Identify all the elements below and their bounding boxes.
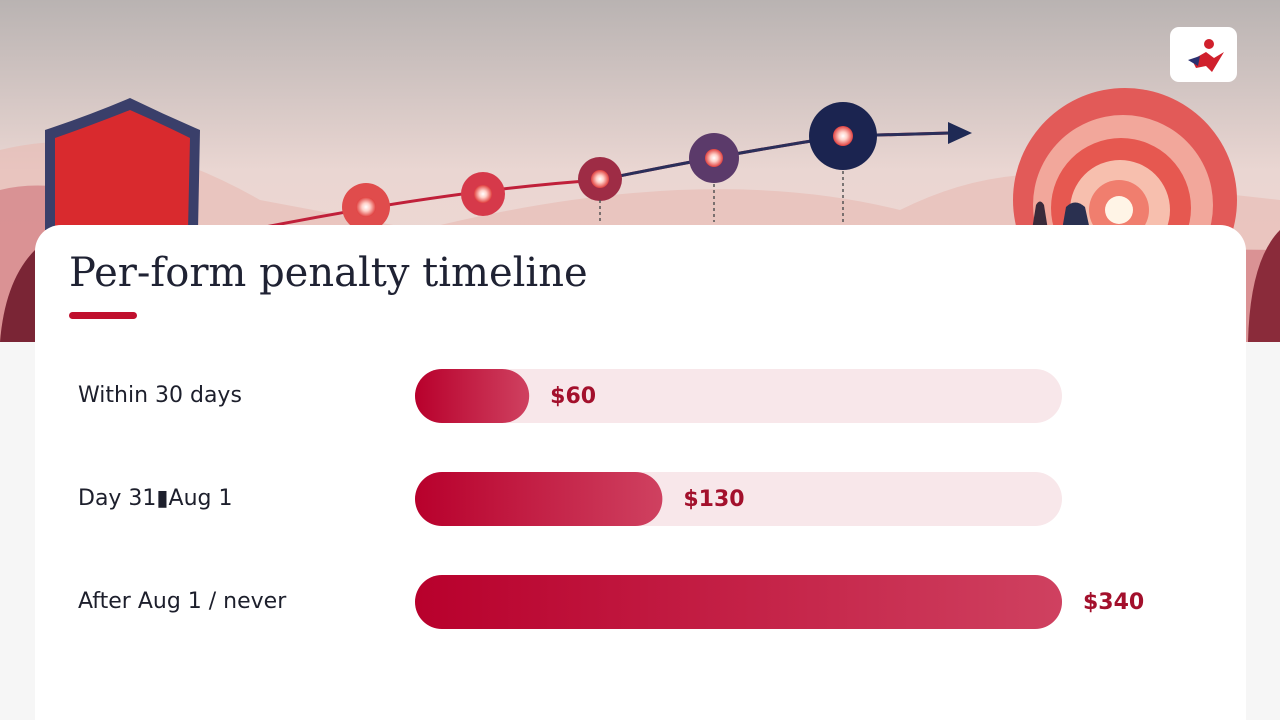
chart-title: Per-form penalty timeline: [69, 250, 588, 296]
plot-area: Within 30 days $60 Day 31▮Aug 1 $130 After A…: [78, 369, 1144, 629]
category-label: Within 30 days: [78, 383, 242, 408]
logo-badge: [1170, 27, 1237, 82]
bar: [415, 369, 530, 423]
value-label: $60: [550, 384, 596, 409]
bar-track: [415, 369, 1062, 423]
category-label: After Aug 1 / never: [78, 589, 287, 614]
value-label: $130: [683, 487, 744, 512]
value-label: $340: [1083, 590, 1144, 615]
title-underline: [69, 312, 137, 319]
category-label: Day 31▮Aug 1: [78, 486, 232, 511]
bar: [415, 472, 663, 526]
bar: [415, 575, 1062, 629]
